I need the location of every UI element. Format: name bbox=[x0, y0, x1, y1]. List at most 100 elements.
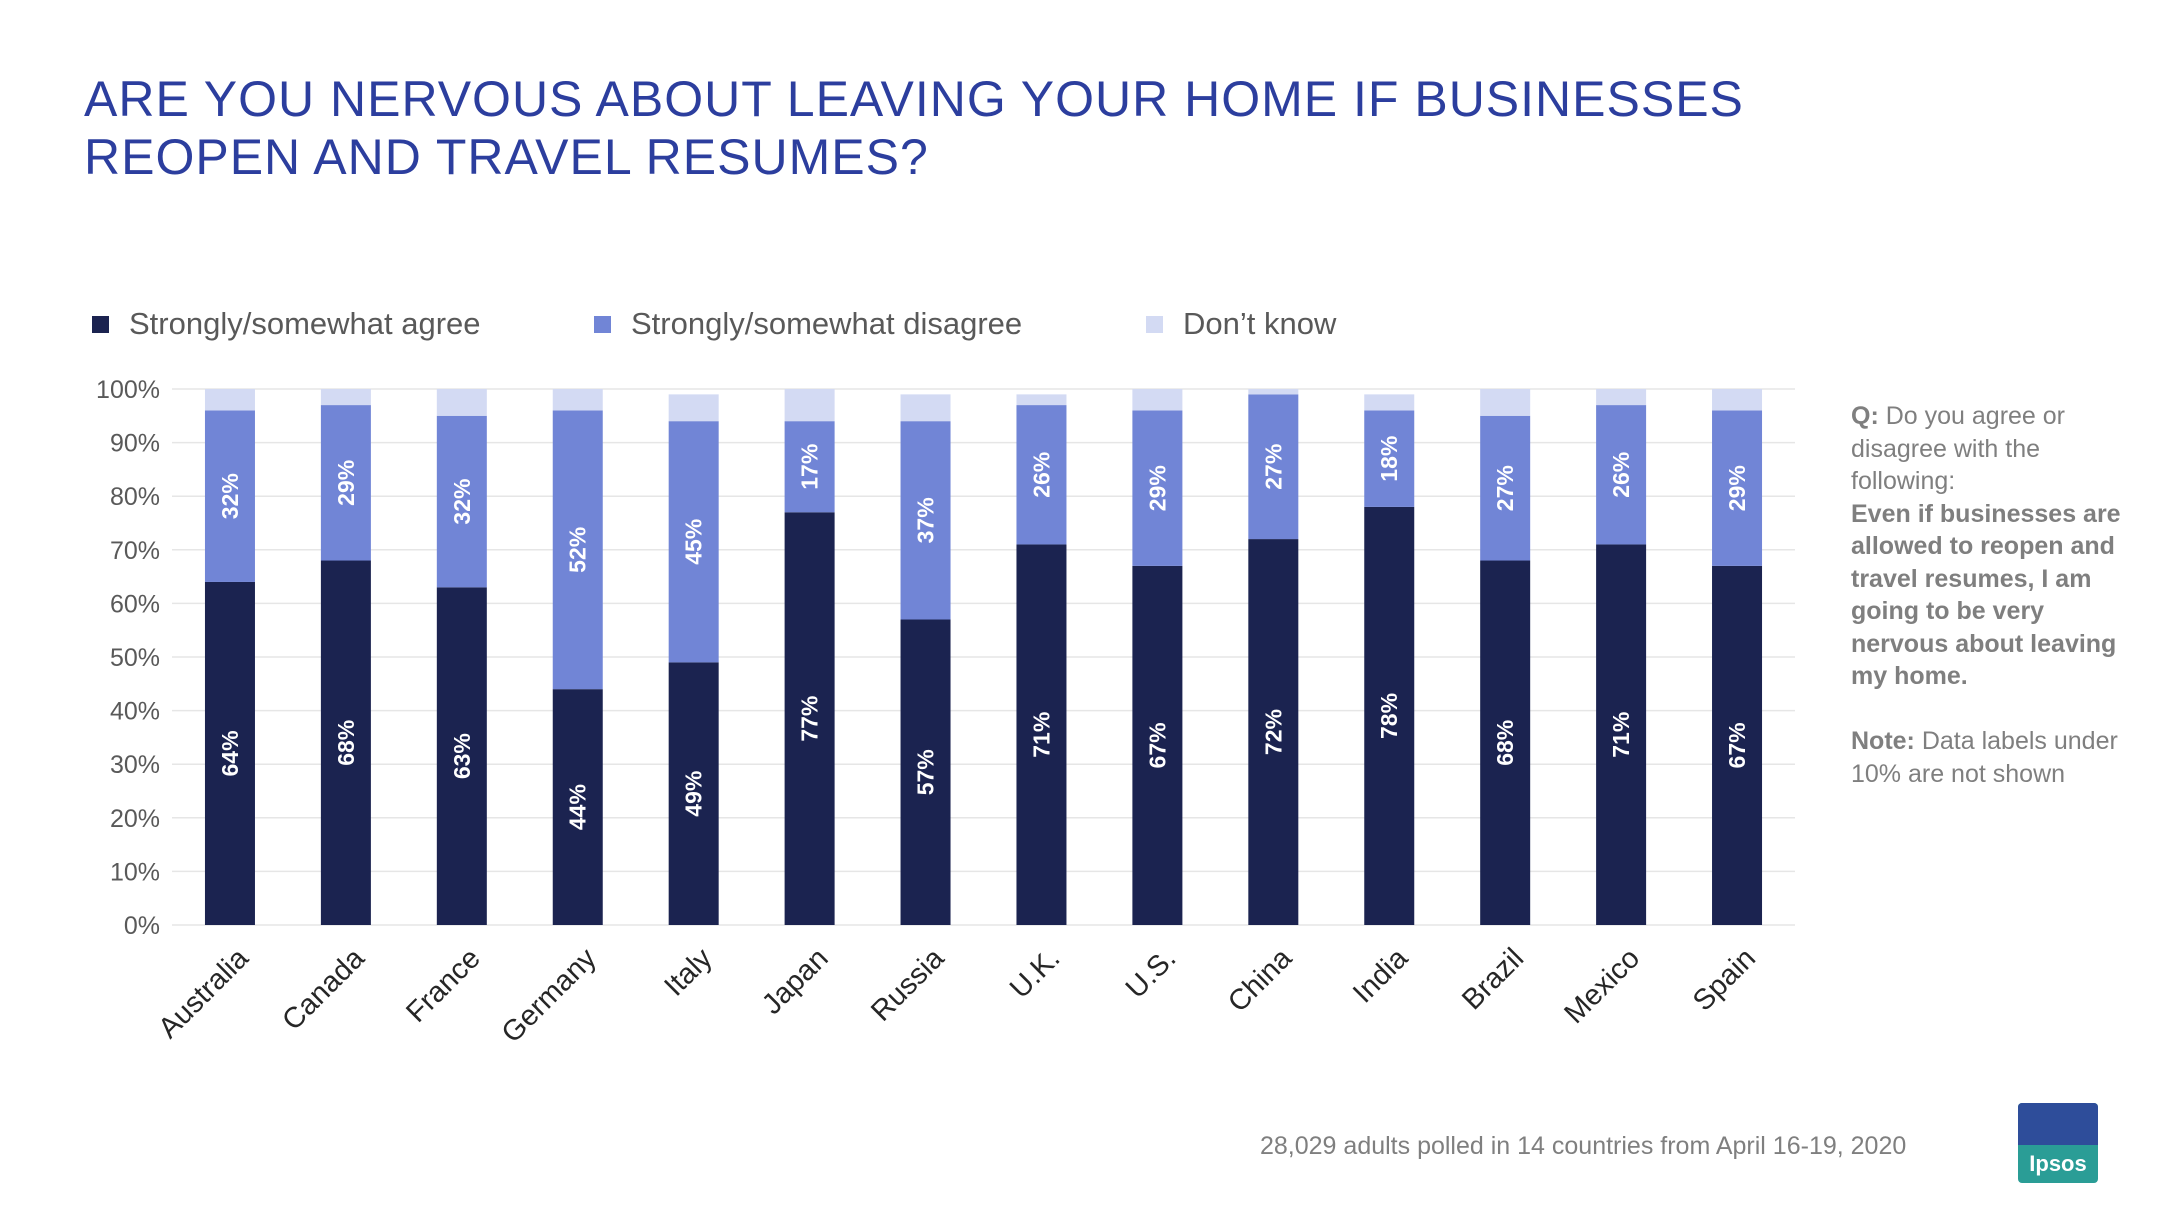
bar-segment bbox=[1712, 410, 1763, 566]
x-tick-label: Australia bbox=[153, 942, 256, 1045]
bar-segment bbox=[1480, 389, 1531, 416]
y-tick-label: 30% bbox=[110, 751, 160, 779]
y-tick-label: 100% bbox=[96, 376, 160, 404]
bar-segment bbox=[784, 389, 835, 422]
question-label: Q: bbox=[1851, 402, 1879, 430]
bar-segment bbox=[1596, 544, 1647, 925]
y-tick-label: 50% bbox=[110, 644, 160, 672]
bar-segment bbox=[784, 421, 835, 513]
legend-label-dont-know: Don’t know bbox=[1183, 306, 1337, 341]
bar-segment bbox=[1596, 389, 1647, 406]
bar-segment bbox=[1480, 415, 1531, 561]
bar-segment bbox=[900, 394, 951, 422]
chart-title-line-1: ARE YOU NERVOUS ABOUT LEAVING YOUR HOME … bbox=[84, 71, 1744, 127]
x-tick-label: Spain bbox=[1687, 942, 1762, 1017]
ipsos-logo: Ipsos bbox=[2018, 1103, 2098, 1183]
x-tick-label: U.K. bbox=[1004, 942, 1067, 1005]
bar-segment bbox=[436, 389, 487, 416]
data-label: 32% bbox=[449, 479, 475, 525]
y-tick-label: 10% bbox=[110, 858, 160, 886]
data-label: 64% bbox=[217, 730, 243, 776]
bar-segment bbox=[1712, 389, 1763, 411]
data-label: 29% bbox=[1144, 465, 1170, 511]
bar-segment bbox=[552, 389, 603, 411]
chart-title-line-2: REOPEN AND TRAVEL RESUMES? bbox=[84, 129, 929, 185]
y-tick-label: 20% bbox=[110, 805, 160, 833]
data-label: 68% bbox=[1492, 720, 1518, 766]
data-label: 63% bbox=[449, 733, 475, 779]
bar-segment bbox=[1248, 539, 1299, 925]
x-tick-label: France bbox=[400, 942, 486, 1028]
x-tick-label: Canada bbox=[276, 942, 371, 1037]
data-label: 77% bbox=[797, 696, 823, 742]
data-label: 18% bbox=[1376, 436, 1402, 482]
legend-item-agree: Strongly/somewhat agree bbox=[92, 306, 481, 342]
x-tick-label: Japan bbox=[756, 942, 834, 1020]
logo-top-block bbox=[2018, 1103, 2098, 1145]
data-label: 49% bbox=[681, 771, 707, 817]
bar-segment bbox=[436, 415, 487, 588]
bar-segment bbox=[784, 512, 835, 925]
data-label: 67% bbox=[1144, 722, 1170, 768]
legend-label-agree: Strongly/somewhat agree bbox=[129, 306, 481, 341]
data-label: 67% bbox=[1724, 722, 1750, 768]
data-label: 32% bbox=[217, 473, 243, 519]
bar-segment bbox=[1364, 410, 1415, 507]
bar-segment bbox=[1248, 389, 1299, 395]
legend-item-dont-know: Don’t know bbox=[1146, 306, 1336, 342]
y-tick-label: 70% bbox=[110, 537, 160, 565]
note-label: Note: bbox=[1851, 727, 1915, 755]
y-tick-label: 0% bbox=[124, 912, 160, 940]
x-tick-label: Italy bbox=[658, 942, 719, 1003]
x-tick-label: Germany bbox=[496, 942, 603, 1049]
data-label: 78% bbox=[1376, 693, 1402, 739]
bar-segment bbox=[668, 421, 719, 663]
x-tick-label: Brazil bbox=[1456, 942, 1530, 1016]
legend-swatch-dont-know bbox=[1146, 315, 1163, 333]
bar-segment bbox=[668, 394, 719, 422]
y-tick-label: 40% bbox=[110, 698, 160, 726]
chart-title: ARE YOU NERVOUS ABOUT LEAVING YOUR HOME … bbox=[84, 70, 1984, 186]
bar-segment bbox=[320, 560, 371, 925]
logo-wordmark: Ipsos bbox=[2029, 1151, 2087, 1176]
note-text: Data labels under 10% are not shown bbox=[1851, 727, 2118, 788]
data-label: 17% bbox=[797, 444, 823, 490]
y-tick-label: 60% bbox=[110, 590, 160, 618]
bar-segment bbox=[320, 389, 371, 406]
survey-footnote: 28,029 adults polled in 14 countries fro… bbox=[1260, 1132, 1907, 1160]
legend-item-disagree: Strongly/somewhat disagree bbox=[594, 306, 1022, 342]
bar-segment bbox=[1016, 394, 1067, 406]
question-text: Do you agree or disagree with the follow… bbox=[1851, 402, 2066, 495]
data-label: 72% bbox=[1260, 709, 1286, 755]
bar-segment bbox=[1132, 565, 1183, 925]
x-tick-label: U.S. bbox=[1120, 942, 1183, 1005]
bar-segment bbox=[1712, 565, 1763, 925]
bar-segment bbox=[204, 581, 255, 925]
data-label: 37% bbox=[913, 497, 939, 543]
bar-segment bbox=[436, 587, 487, 925]
data-label: 26% bbox=[1608, 452, 1634, 498]
legend-swatch-disagree bbox=[594, 315, 611, 333]
data-label: 52% bbox=[565, 527, 591, 573]
data-label: 57% bbox=[913, 749, 939, 795]
bar-segment bbox=[1132, 389, 1183, 411]
bar-segment bbox=[900, 421, 951, 620]
data-label: 29% bbox=[1724, 465, 1750, 511]
data-label: 45% bbox=[681, 519, 707, 565]
x-tick-label: Mexico bbox=[1558, 942, 1646, 1030]
y-tick-label: 90% bbox=[110, 430, 160, 458]
bar-segment bbox=[204, 389, 255, 411]
x-tick-label: China bbox=[1222, 942, 1299, 1019]
bar-segment bbox=[552, 689, 603, 925]
bar-segment bbox=[1480, 560, 1531, 925]
bar-segment bbox=[204, 410, 255, 582]
data-label: 71% bbox=[1028, 712, 1054, 758]
bar-segment bbox=[320, 405, 371, 561]
legend-swatch-agree bbox=[92, 315, 109, 333]
data-label: 27% bbox=[1260, 444, 1286, 490]
bar-segment bbox=[900, 619, 951, 925]
bar-segment bbox=[1364, 506, 1415, 925]
x-tick-label: India bbox=[1347, 942, 1415, 1010]
bar-segment bbox=[1248, 394, 1299, 540]
